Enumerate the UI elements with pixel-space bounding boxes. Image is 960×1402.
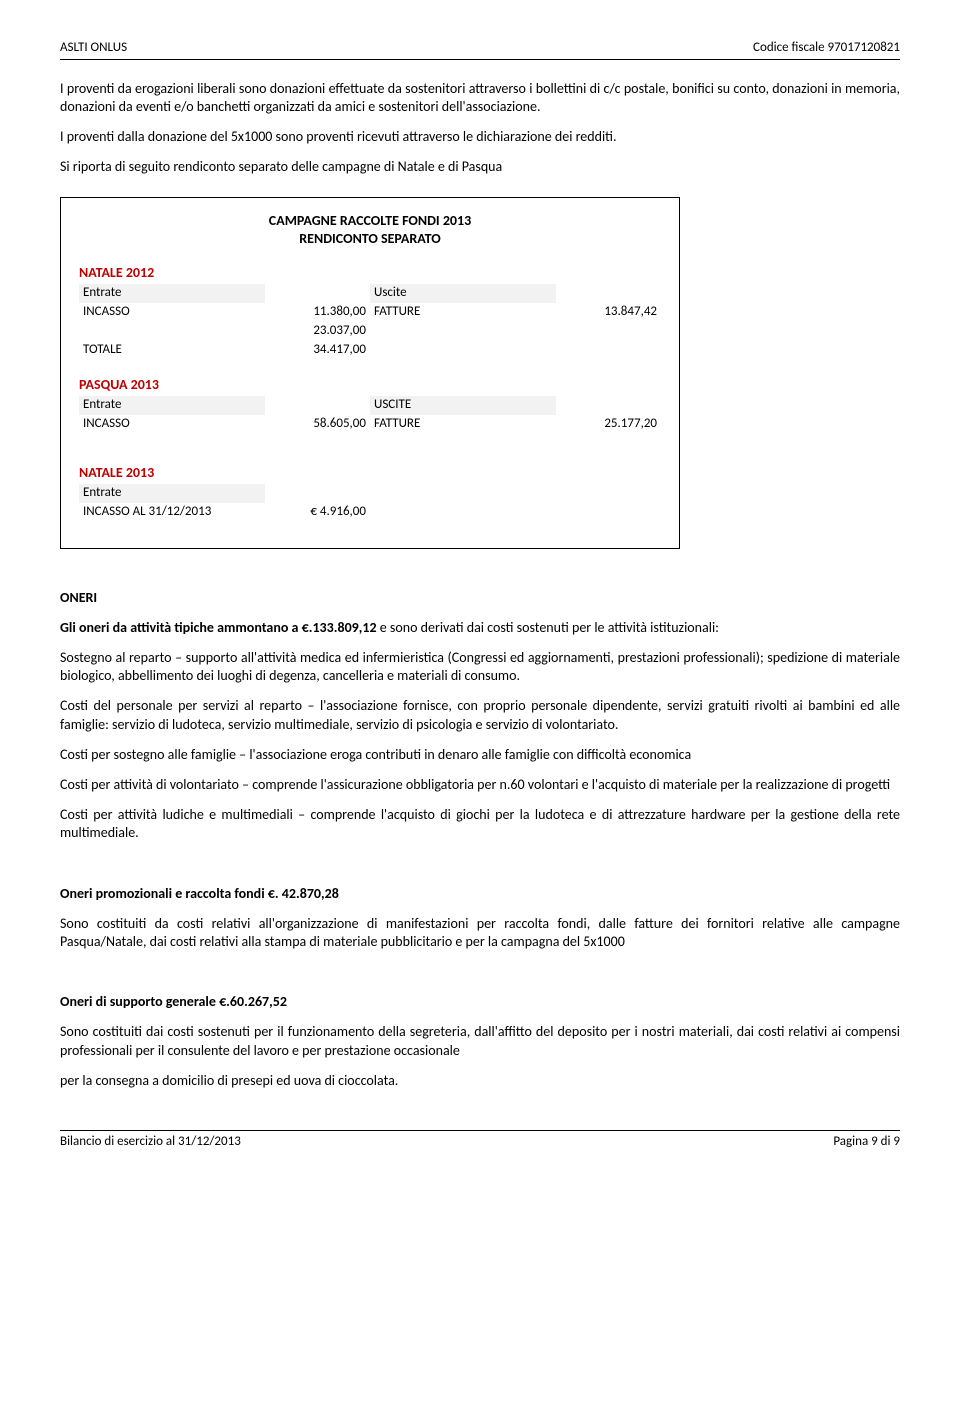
natale2013-heading: NATALE 2013 bbox=[79, 464, 661, 482]
pasqua2013-heading: PASQUA 2013 bbox=[79, 376, 661, 394]
natale2012-heading: NATALE 2012 bbox=[79, 264, 661, 282]
oneri-p3: Costi del personale per servizi al repar… bbox=[60, 697, 900, 733]
oneri-p6: Costi per attività ludiche e multimedial… bbox=[60, 806, 900, 842]
oneri-heading: ONERI bbox=[60, 589, 900, 607]
n12-incasso-v1: 11.380,00 bbox=[265, 303, 370, 322]
oneri-promo-body: Sono costituiti da costi relativi all'or… bbox=[60, 915, 900, 951]
n13-incasso-label: INCASSO AL 31/12/2013 bbox=[79, 503, 265, 522]
n12-totale-label: TOTALE bbox=[79, 341, 265, 360]
n12-totale-v: 34.417,00 bbox=[265, 341, 370, 360]
natale2012-table: Entrate Uscite INCASSO 11.380,00 FATTURE… bbox=[79, 284, 661, 360]
oneri-p1-bold: Gli oneri da attività tipiche ammontano … bbox=[60, 619, 377, 636]
p13-fatture-label: FATTURE bbox=[370, 415, 556, 434]
campaign-title-2: RENDICONTO SEPARATO bbox=[79, 230, 661, 248]
footer-right: Pagina 9 di 9 bbox=[833, 1134, 900, 1151]
n12-incasso-label: INCASSO bbox=[79, 303, 265, 322]
n12-extra1: 23.037,00 bbox=[265, 322, 370, 341]
campaign-title: CAMPAGNE RACCOLTE FONDI 2013 RENDICONTO … bbox=[79, 212, 661, 248]
footer-left: Bilancio di esercizio al 31/12/2013 bbox=[60, 1134, 241, 1151]
p13-incasso-label: INCASSO bbox=[79, 415, 265, 434]
oneri-p2: Sostegno al reparto – supporto all'attiv… bbox=[60, 649, 900, 685]
natale2013-table: Entrate INCASSO AL 31/12/2013 € 4.916,00 bbox=[79, 484, 661, 522]
n12-entrate-header: Entrate bbox=[79, 284, 265, 303]
n13-entrate-header: Entrate bbox=[79, 484, 265, 503]
oneri-supp-body: Sono costituiti dai costi sostenuti per … bbox=[60, 1023, 900, 1059]
p13-entrate-header: Entrate bbox=[79, 396, 265, 415]
p13-fatture-v: 25.177,20 bbox=[556, 415, 661, 434]
oneri-p1-rest: e sono derivati dai costi sostenuti per … bbox=[377, 619, 719, 636]
pasqua2013-table: Entrate USCITE INCASSO 58.605,00 FATTURE… bbox=[79, 396, 661, 434]
page-footer: Bilancio di esercizio al 31/12/2013 Pagi… bbox=[60, 1130, 900, 1151]
oneri-p5: Costi per attività di volontariato – com… bbox=[60, 776, 900, 794]
header-right: Codice fiscale 97017120821 bbox=[753, 40, 900, 57]
oneri-supp-body2: per la consegna a domicilio di presepi e… bbox=[60, 1072, 900, 1090]
page-header: ASLTI ONLUS Codice fiscale 97017120821 bbox=[60, 40, 900, 60]
intro-p1: I proventi da erogazioni liberali sono d… bbox=[60, 80, 900, 116]
campaign-box: CAMPAGNE RACCOLTE FONDI 2013 RENDICONTO … bbox=[60, 197, 680, 549]
oneri-supp-label: Oneri di supporto generale €.60.267,52 bbox=[60, 993, 900, 1011]
oneri-promo-label: Oneri promozionali e raccolta fondi €. 4… bbox=[60, 885, 900, 903]
n12-uscite-header: Uscite bbox=[370, 284, 556, 303]
intro-p2: I proventi dalla donazione del 5x1000 so… bbox=[60, 128, 900, 146]
oneri-p4: Costi per sostegno alle famiglie – l'ass… bbox=[60, 746, 900, 764]
n13-incasso-v: € 4.916,00 bbox=[265, 503, 370, 522]
campaign-title-1: CAMPAGNE RACCOLTE FONDI 2013 bbox=[79, 212, 661, 230]
oneri-p1: Gli oneri da attività tipiche ammontano … bbox=[60, 619, 900, 637]
header-left: ASLTI ONLUS bbox=[60, 40, 127, 57]
n12-fatture-label: FATTURE bbox=[370, 303, 556, 322]
p13-uscite-header: USCITE bbox=[370, 396, 556, 415]
intro-p3: Si riporta di seguito rendiconto separat… bbox=[60, 158, 900, 176]
n12-fatture-v: 13.847,42 bbox=[556, 303, 661, 322]
p13-incasso-v1: 58.605,00 bbox=[265, 415, 370, 434]
